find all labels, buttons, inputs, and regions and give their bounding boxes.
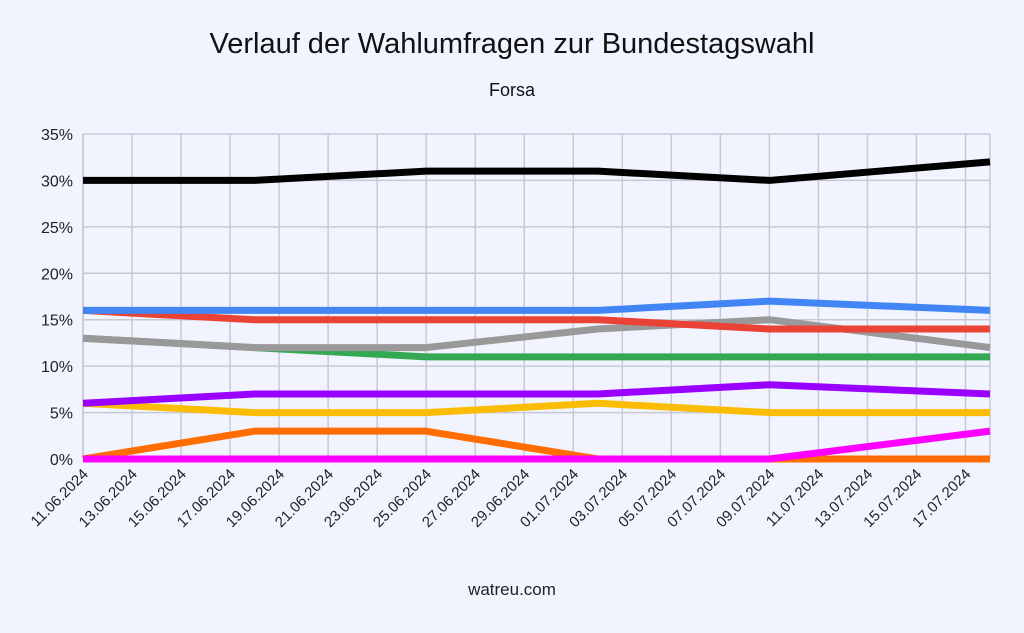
y-tick-label: 35%	[41, 127, 73, 144]
y-tick-label: 5%	[50, 406, 73, 423]
red-series-line	[82, 306, 990, 333]
y-tick-label: 25%	[41, 220, 73, 237]
y-tick-label: 30%	[41, 173, 73, 190]
y-tick-label: 20%	[41, 266, 73, 283]
blue-series-line	[83, 297, 991, 314]
y-tick-label: 0%	[50, 452, 73, 469]
y-tick-label: 10%	[41, 359, 73, 376]
magenta-series-line	[83, 427, 991, 463]
y-axis-ticks: 0% 5% 10% 15% 20% 25% 30% 35%	[41, 127, 73, 469]
chart-subtitle: Forsa	[488, 80, 535, 100]
purple-series-line	[82, 381, 991, 407]
series-lines	[82, 158, 991, 463]
y-tick-label: 15%	[41, 313, 73, 330]
black-series-line	[83, 158, 991, 184]
x-axis-ticks: 11.06.202413.06.202415.06.202417.06.2024…	[28, 466, 975, 531]
source-footer: watreu.com	[468, 580, 556, 599]
orange-series-line	[82, 427, 990, 463]
gray-series-line	[82, 316, 991, 352]
yellow-series-line	[82, 399, 990, 417]
chart-title: Verlauf der Wahlumfragen zur Bundestagsw…	[209, 28, 815, 60]
